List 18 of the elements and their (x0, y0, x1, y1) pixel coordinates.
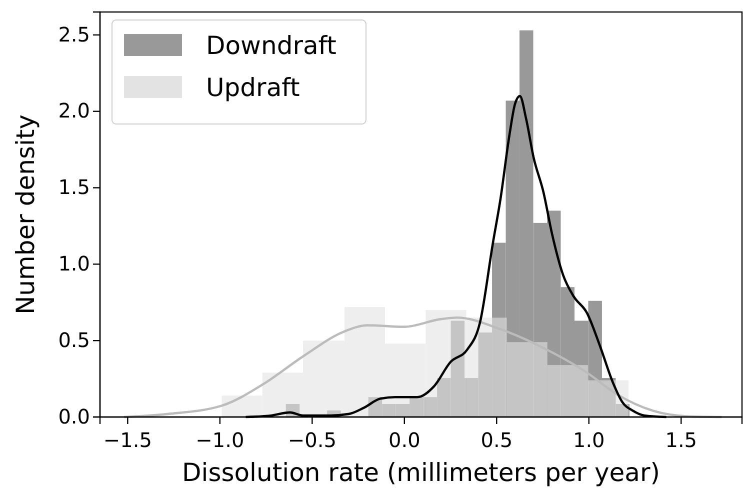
y-tick-label: 0.0 (58, 404, 90, 428)
x-tick-label: 0.0 (388, 428, 420, 452)
x-axis-title: Dissolution rate (millimeters per year) (182, 458, 660, 487)
legend-label: Updraft (206, 73, 300, 102)
y-tick-label: 0.5 (58, 328, 90, 352)
x-tick-label: 0.5 (480, 428, 513, 452)
x-tick-label: −0.5 (288, 428, 336, 452)
y-axis-title: Number density (11, 114, 40, 315)
y-tick-label: 1.0 (58, 252, 90, 276)
y-tick-label: 2.5 (58, 22, 90, 46)
x-tick-label: −1.0 (196, 428, 244, 452)
x-tick-label: 1.5 (665, 428, 698, 452)
line-series (122, 316, 723, 418)
x-tick-label: −1.5 (103, 428, 152, 452)
y-tick-label: 2.0 (58, 98, 90, 123)
y-tick-label: 1.5 (58, 175, 90, 200)
legend-label: Downdraft (206, 31, 337, 60)
x-tick-label: 1.0 (572, 428, 605, 452)
